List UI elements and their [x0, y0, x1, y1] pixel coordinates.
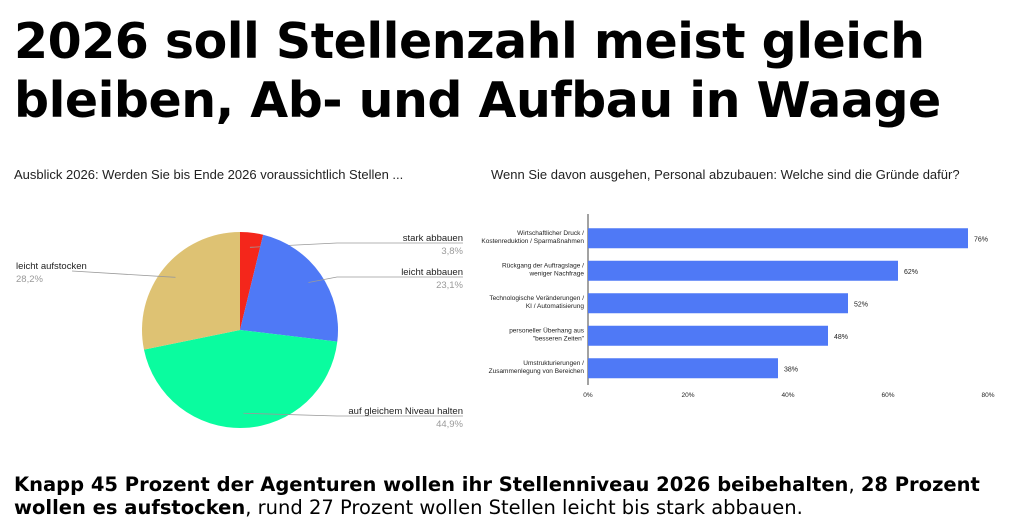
pie-value-label-4: 28,2% — [16, 274, 43, 285]
bar-category-label-2: Rückgang der Auftragslage / weniger Nachf… — [502, 262, 584, 277]
bar-category-label-4: personeller Überhang aus "besseren Zeiten… — [509, 326, 585, 342]
bar-category-label-5: Umstrukturierungen / Zusammenlegung von B… — [489, 360, 585, 375]
bar-category-label-3: Technologische Veränderungen / KI / Autom… — [489, 295, 584, 310]
caption-part-4: , rund 27 Prozent wollen Stellen leicht … — [245, 496, 803, 519]
headline-line-1: 2026 soll Stellenzahl meist gleich — [14, 13, 925, 70]
bar-chart-title: Wenn Sie davon ausgehen, Personal abzuba… — [491, 167, 960, 182]
pie-chart-title: Ausblick 2026: Werden Sie bis Ende 2026 … — [14, 167, 404, 182]
bar-x-tick-label-1: 0% — [583, 392, 593, 399]
pie-value-label-2: 23,1% — [436, 280, 463, 291]
caption: Knapp 45 Prozent der Agenturen wollen ih… — [14, 473, 1014, 519]
bar-category-label-1: Wirtschaftlicher Druck / Kostenreduktion … — [481, 230, 584, 245]
pie-slice-1 — [240, 232, 264, 330]
caption-part-2: , — [848, 473, 861, 496]
bar-4 — [588, 325, 828, 346]
headline-line-2: bleiben, Ab- und Aufbau in Waage — [14, 72, 941, 129]
pie-slice-4 — [141, 232, 240, 350]
pie-value-label-3: 44,9% — [436, 419, 463, 430]
bar-3 — [588, 293, 848, 314]
pie-leader-line-2 — [308, 276, 463, 283]
headline: 2026 soll Stellenzahl meist gleich bleib… — [14, 12, 1014, 130]
bar-5 — [588, 358, 778, 379]
pie-slice-2 — [240, 234, 338, 342]
bar-value-label-4: 48% — [834, 334, 848, 341]
bar-x-tick-label-4: 60% — [881, 392, 894, 399]
bar-x-tick-label-2: 20% — [681, 392, 694, 399]
pie-label-2: leicht abbauen — [401, 267, 463, 278]
bar-value-label-5: 38% — [784, 366, 798, 373]
pie-leader-line-4 — [71, 270, 176, 278]
pie-label-4: leicht aufstocken — [16, 261, 87, 272]
pie-label-1: stark abbauen — [403, 233, 463, 244]
pie-slice-3 — [143, 330, 338, 428]
caption-part-1: Knapp 45 Prozent der Agenturen wollen ih… — [14, 473, 849, 496]
bar-value-label-1: 76% — [974, 236, 988, 243]
bar-x-tick-label-5: 80% — [981, 392, 994, 399]
bar-2 — [588, 260, 898, 281]
bar-x-tick-label-3: 40% — [781, 392, 794, 399]
bar-value-label-3: 52% — [854, 301, 868, 308]
pie-value-label-1: 3,8% — [441, 246, 463, 257]
pie-label-3: auf gleichem Niveau halten — [348, 406, 463, 417]
bar-chart: 76% Wirtschaftlicher Druck / Kostenredukti… — [481, 214, 995, 399]
pie-leader-line-3 — [243, 412, 463, 417]
bar-1 — [588, 228, 968, 249]
caption-part-3: 28 Prozent wollen es aufstocken — [14, 473, 980, 519]
pie-chart: stark abbauen 3,8% leicht abbauen 23,1% auf … — [16, 232, 464, 430]
bar-value-label-2: 62% — [904, 269, 918, 276]
